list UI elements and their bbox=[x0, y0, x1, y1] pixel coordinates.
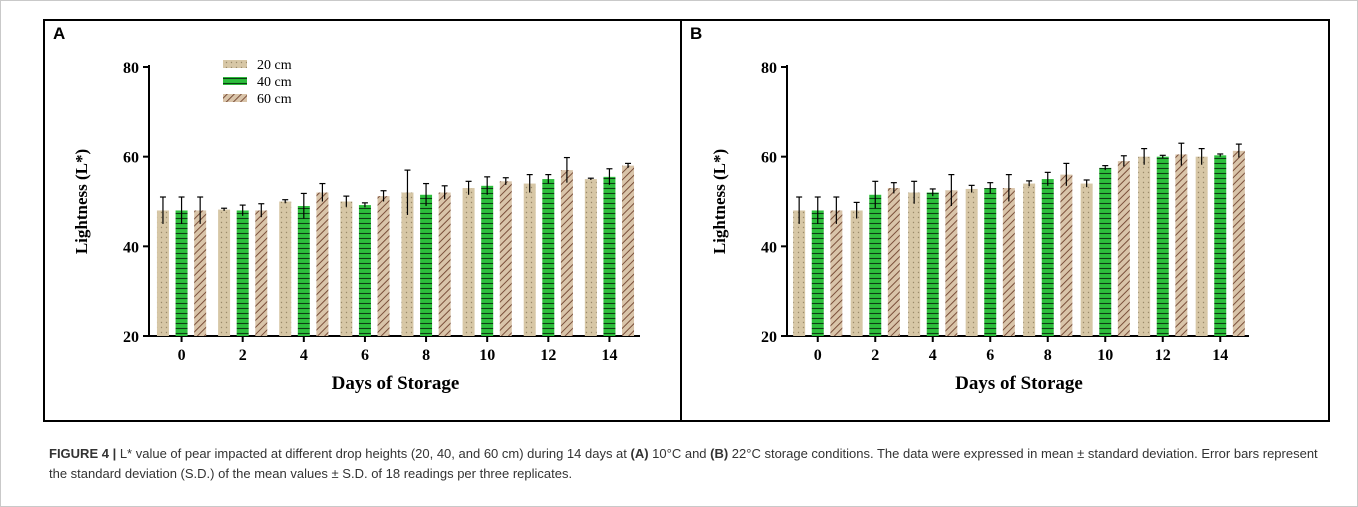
bar-40cm bbox=[236, 210, 249, 336]
bar-60cm bbox=[1060, 174, 1073, 336]
bar-60cm bbox=[377, 196, 390, 336]
x-tick-label: 6 bbox=[986, 347, 994, 364]
legend-swatch-40cm bbox=[223, 77, 247, 85]
bar-20cm bbox=[793, 210, 806, 336]
x-tick-label: 4 bbox=[300, 347, 308, 364]
bar-60cm bbox=[255, 210, 268, 336]
legend-swatch-60cm bbox=[223, 94, 247, 102]
bar-20cm bbox=[1023, 183, 1036, 336]
bar-20cm bbox=[401, 192, 414, 336]
y-tick-label: 60 bbox=[761, 150, 777, 167]
bar-20cm bbox=[523, 183, 536, 336]
bar-60cm bbox=[1117, 161, 1130, 336]
bar-20cm bbox=[279, 201, 292, 336]
bar-20cm bbox=[340, 201, 353, 336]
bar-20cm bbox=[462, 188, 475, 336]
x-tick-label: 4 bbox=[929, 347, 937, 364]
bar-40cm bbox=[175, 210, 188, 336]
x-tick-label: 14 bbox=[601, 347, 617, 364]
y-tick-label: 20 bbox=[761, 329, 777, 346]
bar-60cm bbox=[316, 192, 329, 336]
legend-swatch-20cm bbox=[223, 60, 247, 68]
bar-40cm bbox=[984, 188, 997, 336]
caption-panel-a-ref: (A) bbox=[630, 446, 649, 461]
legend-label: 60 cm bbox=[257, 92, 292, 107]
bar-40cm bbox=[420, 194, 433, 336]
x-axis-label: Days of Storage bbox=[955, 373, 1083, 394]
y-axis-label: Lightness (L*) bbox=[72, 149, 91, 254]
bar-40cm bbox=[603, 176, 616, 336]
bar-60cm bbox=[887, 188, 900, 336]
caption-text-1: L* value of pear impacted at different d… bbox=[116, 446, 631, 461]
bar-60cm bbox=[1002, 188, 1015, 336]
bar-20cm bbox=[156, 210, 169, 336]
bar-40cm bbox=[869, 194, 882, 336]
bar-40cm bbox=[542, 179, 555, 336]
panel-a-chart: A 20 40 60 80 Lightness (L*) 0 2 4 6 8 10 12 14 Days o… bbox=[53, 24, 640, 394]
bar-60cm bbox=[560, 170, 573, 336]
figure-caption: FIGURE 4 | L* value of pear impacted at … bbox=[49, 444, 1319, 483]
x-tick-label: 0 bbox=[814, 347, 822, 364]
bar-40cm bbox=[1156, 156, 1169, 336]
x-tick-label: 10 bbox=[479, 347, 495, 364]
bar-20cm bbox=[1080, 183, 1093, 336]
legend-label: 40 cm bbox=[257, 75, 292, 90]
bar-20cm bbox=[908, 192, 921, 336]
x-axis-label: Days of Storage bbox=[332, 373, 460, 394]
x-tick-label: 0 bbox=[178, 347, 186, 364]
y-tick-label: 60 bbox=[123, 150, 139, 167]
caption-label: FIGURE 4 | bbox=[49, 446, 117, 461]
x-tick-label: 12 bbox=[1155, 347, 1171, 364]
y-tick-label: 40 bbox=[123, 239, 139, 256]
bar-20cm bbox=[1138, 156, 1151, 336]
bar-60cm bbox=[945, 190, 958, 336]
caption-panel-b-ref: (B) bbox=[710, 446, 729, 461]
y-tick-label: 80 bbox=[123, 60, 139, 77]
bar-40cm bbox=[1214, 155, 1227, 336]
bar-60cm bbox=[194, 210, 207, 336]
bar-40cm bbox=[1099, 167, 1112, 336]
panels-frame bbox=[43, 19, 1330, 422]
x-tick-label: 12 bbox=[540, 347, 556, 364]
y-tick-label: 40 bbox=[761, 239, 777, 256]
y-tick-label: 20 bbox=[123, 329, 139, 346]
x-tick-label: 14 bbox=[1212, 347, 1228, 364]
bar-40cm bbox=[926, 192, 939, 336]
x-tick-label: 6 bbox=[361, 347, 369, 364]
bar-40cm bbox=[811, 210, 824, 336]
caption-text-2: 10°C and bbox=[648, 446, 711, 461]
x-tick-label: 8 bbox=[1044, 347, 1052, 364]
bar-20cm bbox=[965, 188, 978, 336]
bar-20cm bbox=[584, 179, 597, 336]
x-tick-label: 10 bbox=[1097, 347, 1113, 364]
x-tick-label: 2 bbox=[871, 347, 879, 364]
bar-40cm bbox=[1041, 179, 1054, 336]
y-axis-label: Lightness (L*) bbox=[710, 149, 729, 254]
panel-divider bbox=[680, 19, 682, 422]
panel-label: A bbox=[53, 24, 65, 43]
y-tick-label: 80 bbox=[761, 60, 777, 77]
x-tick-label: 2 bbox=[239, 347, 247, 364]
bar-60cm bbox=[830, 210, 843, 336]
bar-60cm bbox=[622, 165, 635, 336]
bar-20cm bbox=[218, 209, 231, 336]
panel-b-chart: B 20 40 60 80 Lightness (L*) 0 2 4 6 8 10 12 14 Days o… bbox=[690, 24, 1249, 394]
bar-40cm bbox=[297, 205, 310, 336]
legend-label: 20 cm bbox=[257, 58, 292, 73]
bar-40cm bbox=[358, 205, 371, 336]
x-tick-label: 8 bbox=[422, 347, 430, 364]
bar-60cm bbox=[438, 192, 451, 336]
bar-60cm bbox=[499, 181, 512, 336]
bar-20cm bbox=[1195, 156, 1208, 336]
bar-60cm bbox=[1232, 150, 1245, 336]
panel-label: B bbox=[690, 24, 702, 43]
bar-60cm bbox=[1175, 154, 1188, 336]
bar-20cm bbox=[850, 210, 863, 336]
bar-40cm bbox=[481, 185, 494, 336]
caption-text-3: 22°C storage conditions. The data were e… bbox=[49, 446, 1318, 481]
